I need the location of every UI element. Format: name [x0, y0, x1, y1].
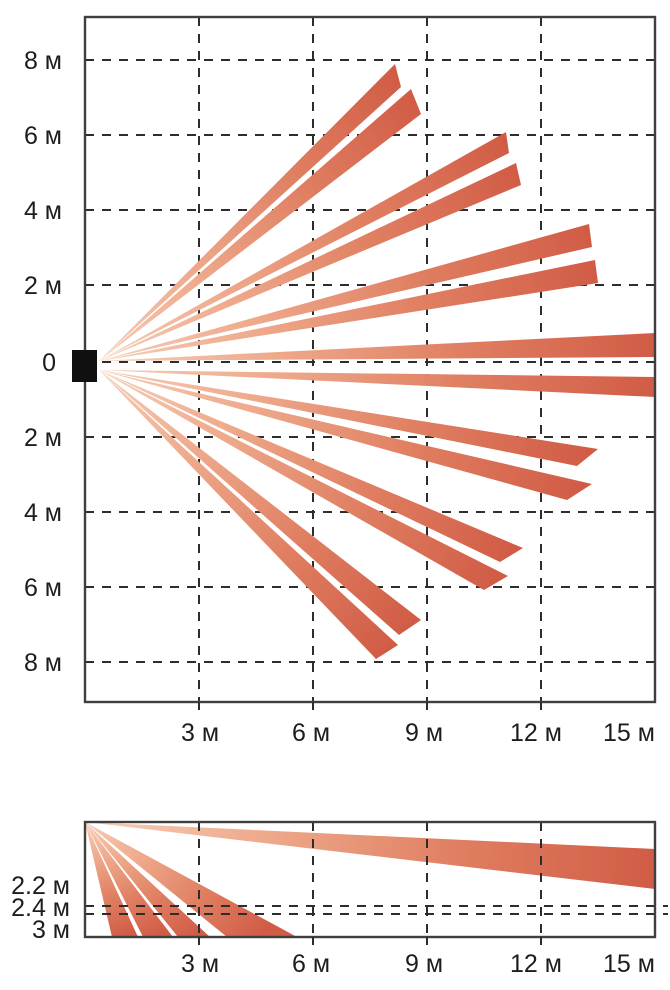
top-view-x-axis-label: 6 м [292, 719, 330, 747]
detection-beam [99, 260, 598, 361]
sensor-block [72, 350, 97, 382]
top-view-beams [99, 64, 655, 659]
side-view-y-axis-label: 2.4 м [11, 894, 70, 922]
side-view-x-axis-label: 6 м [292, 950, 330, 978]
detection-beam [85, 822, 297, 937]
detection-beam [85, 822, 655, 889]
top-view-y-axis-label: 0 [42, 349, 56, 377]
side-view-beams [85, 822, 655, 937]
detection-beam [99, 370, 421, 635]
detection-beam [99, 370, 508, 590]
top-view-x-axis-label: 3 м [181, 719, 219, 747]
side-view-y-axis-label: 2.2 м [11, 872, 70, 900]
detection-beam [99, 370, 655, 397]
side-view-border [83, 820, 657, 939]
side-view-y-axis-label: 3 м [32, 916, 70, 944]
top-view-x-axis-label: 9 м [405, 719, 443, 747]
detection-beam [99, 132, 509, 361]
detection-beam [99, 370, 592, 500]
top-view-y-axis-label: 2 м [24, 272, 62, 300]
detection-beam [99, 64, 401, 361]
detection-beam [99, 333, 655, 361]
top-view-y-axis-label: 4 м [24, 197, 62, 225]
top-view-y-axis-label: 2 м [24, 424, 62, 452]
top-view-y-axis-label: 6 м [24, 122, 62, 150]
detection-beam [99, 163, 521, 361]
side-view-gridlines [85, 822, 668, 937]
side-view-x-axis-label: 3 м [181, 950, 219, 978]
detection-beam [85, 822, 138, 937]
top-view-y-axis-label: 8 м [24, 649, 62, 677]
top-view-y-axis-label: 4 м [24, 499, 62, 527]
detection-beam [99, 224, 592, 361]
top-view-y-axis-label: 8 м [24, 47, 62, 75]
side-view-x-axis-label: 12 м [510, 950, 562, 978]
side-view-x-axis-label: 9 м [405, 950, 443, 978]
top-view-x-axis-label: 15 м [603, 719, 655, 747]
top-view-y-axis-label: 6 м [24, 574, 62, 602]
detection-beam [99, 89, 421, 361]
side-view-x-axis-label: 15 м [603, 950, 655, 978]
top-view-x-axis-label: 12 м [510, 719, 562, 747]
detection-beam [99, 370, 523, 562]
detection-beam [99, 370, 398, 659]
top-view: 8 м 6 м 4 м 2 м 0 2 м 4 м 6 м 8 м 3 м 6 м 9 м 12 м 15… [24, 15, 657, 747]
detection-beam [85, 822, 210, 937]
detection-beam [99, 370, 598, 466]
detection-beam [85, 822, 173, 937]
